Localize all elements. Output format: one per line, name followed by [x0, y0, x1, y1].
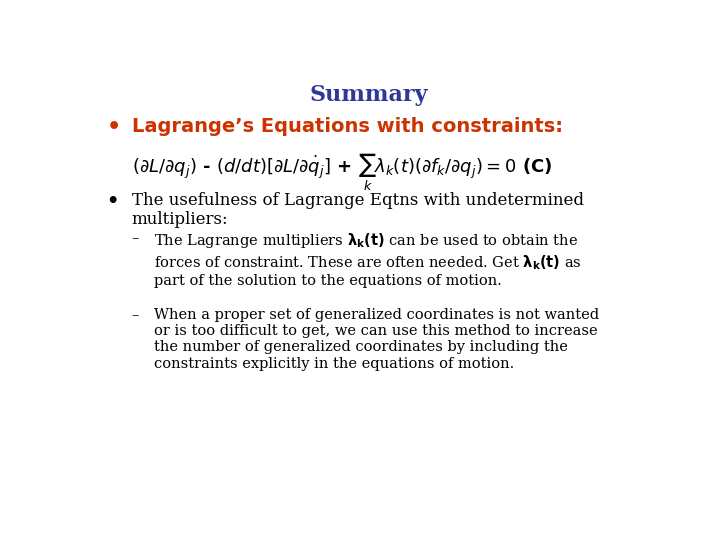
Text: Summary: Summary — [310, 84, 428, 105]
Text: –: – — [132, 308, 139, 322]
Text: Lagrange’s Equations with constraints:: Lagrange’s Equations with constraints: — [132, 117, 563, 136]
Text: •: • — [107, 117, 121, 137]
Text: $(\partial L/\partial q_j)$ - $(d/dt)[\partial L/\partial \dot{q}_j]$ + $\sum_k\: $(\partial L/\partial q_j)$ - $(d/dt)[\p… — [132, 152, 552, 193]
Text: The usefulness of Lagrange Eqtns with undetermined
multipliers:: The usefulness of Lagrange Eqtns with un… — [132, 192, 584, 228]
Text: –: – — [132, 231, 139, 245]
Text: When a proper set of generalized coordinates is not wanted
or is too difficult t: When a proper set of generalized coordin… — [154, 308, 599, 370]
Text: The Lagrange multipliers $\mathbf{\lambda_k(t)}$ can be used to obtain the
force: The Lagrange multipliers $\mathbf{\lambd… — [154, 231, 582, 288]
Text: •: • — [107, 192, 119, 211]
